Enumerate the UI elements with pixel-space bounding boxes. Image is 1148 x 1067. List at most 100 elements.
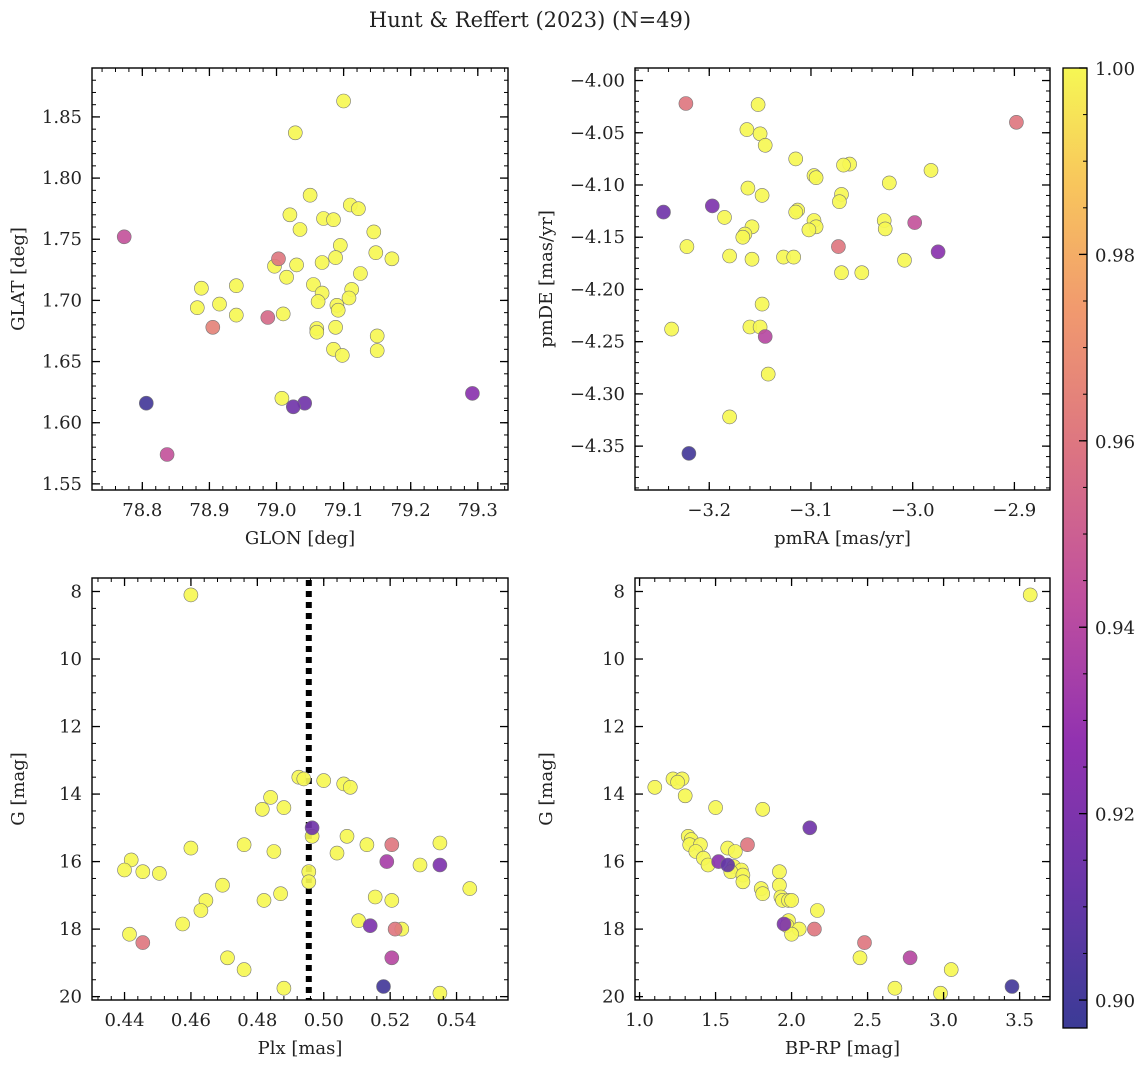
x-tick-label: 0.46 (171, 1010, 211, 1031)
data-point (722, 248, 737, 264)
y-tick-label: 20 (59, 987, 82, 1008)
data-point (678, 96, 694, 111)
colorbar-tick-label: 0.94 (1095, 618, 1135, 639)
data-point (750, 97, 766, 112)
data-point (329, 845, 345, 861)
plot-frame (91, 577, 509, 1001)
x-tick-label: 0.52 (370, 1010, 410, 1031)
data-point (387, 921, 403, 937)
y-tick-label: 12 (59, 717, 82, 738)
data-point (193, 903, 209, 918)
y-axis-label: G [mag] (8, 752, 29, 825)
data-point (681, 446, 697, 461)
y-tick-label: 12 (602, 717, 625, 738)
data-point (183, 587, 199, 603)
data-point (368, 245, 384, 260)
x-axis-label: Plx [mas] (258, 1038, 343, 1059)
y-tick-label: 1.60 (42, 413, 82, 434)
data-point (369, 343, 385, 358)
data-point (801, 222, 817, 238)
data-point (332, 238, 348, 253)
data-point (897, 252, 912, 268)
x-tick-label: 78.9 (189, 500, 229, 521)
colorbar-tick-label: 1.00 (1095, 59, 1135, 80)
data-point (328, 250, 343, 265)
y-tick-label: −4.25 (570, 332, 625, 353)
data-point (236, 962, 252, 977)
colorbar: 0.90 0.92 0.94 0.96 0.98 1.00 (1062, 59, 1135, 1029)
colorbar-tick-label: 0.92 (1095, 805, 1135, 826)
y-tick-label: −4.10 (570, 175, 625, 196)
data-point (432, 835, 448, 851)
data-point (807, 921, 822, 937)
data-point (740, 180, 756, 196)
x-tick-label: −3.2 (687, 500, 731, 521)
y-tick-label: 8 (614, 582, 625, 603)
y-tick-label: 1.75 (42, 229, 82, 250)
data-point (722, 409, 737, 425)
data-point (271, 251, 286, 267)
x-tick-label: 0.50 (304, 1010, 344, 1031)
data-point (292, 222, 308, 237)
data-point (857, 935, 872, 950)
data-point (887, 980, 903, 996)
data-point (708, 800, 723, 815)
y-tick-label: 10 (602, 649, 625, 670)
data-point (362, 918, 378, 934)
data-point (384, 893, 400, 908)
data-point (784, 926, 799, 942)
y-tick-label: 8 (71, 582, 82, 603)
axis-ticks: 0.44 0.46 0.48 0.50 0.52 0.54 8 10 12 14 16 18 20 (59, 578, 508, 1031)
data-point (755, 801, 771, 817)
y-tick-label: −4.35 (570, 436, 625, 457)
data-point (359, 837, 375, 853)
data-point (369, 328, 385, 344)
x-tick-label: 3.5 (1005, 1010, 1034, 1031)
plot-area (92, 68, 508, 490)
data-point (679, 239, 695, 254)
data-point (717, 210, 732, 225)
data-point (670, 774, 685, 790)
y-tick-label: 20 (602, 987, 625, 1008)
data-point (923, 163, 939, 178)
data-point (266, 844, 282, 859)
data-point (664, 321, 679, 337)
panel-pmra-pmde: −3.2 −3.1 −3.0 −2.9 −4.35 −4.30 −4.25 −4.20 −4.1… (536, 67, 1051, 549)
data-point (907, 215, 923, 230)
y-tick-label: −4.30 (570, 384, 625, 405)
data-point (379, 854, 395, 869)
data-point (802, 820, 818, 836)
y-tick-label: 16 (602, 852, 625, 873)
data-point (275, 306, 291, 322)
data-point (755, 886, 771, 902)
data-point (788, 151, 804, 167)
data-point (139, 395, 154, 411)
data-point (786, 249, 802, 265)
data-point (152, 866, 167, 881)
data-point (135, 864, 151, 880)
x-tick-label: 0.48 (237, 1010, 277, 1031)
data-point (282, 207, 298, 223)
data-point (1004, 979, 1020, 994)
plot-frame (91, 67, 509, 491)
data-point (465, 386, 480, 401)
data-point (334, 348, 350, 363)
data-point (808, 170, 824, 185)
data-point (289, 257, 304, 273)
colorbar-tick-label: 0.90 (1095, 991, 1135, 1012)
data-point (301, 874, 317, 890)
y-tick-label: 10 (59, 649, 82, 670)
plot-area (92, 578, 508, 1001)
data-point (302, 187, 318, 203)
y-axis-label: GLAT [deg] (8, 227, 29, 331)
data-point (720, 857, 736, 873)
data-point (772, 864, 787, 880)
data-point (384, 950, 400, 966)
data-point (205, 319, 221, 335)
plot-background (635, 578, 1050, 1000)
data-point (135, 935, 151, 950)
data-point (376, 979, 391, 994)
y-tick-label: −4.05 (570, 123, 625, 144)
data-point (215, 877, 230, 893)
data-point (744, 251, 760, 267)
